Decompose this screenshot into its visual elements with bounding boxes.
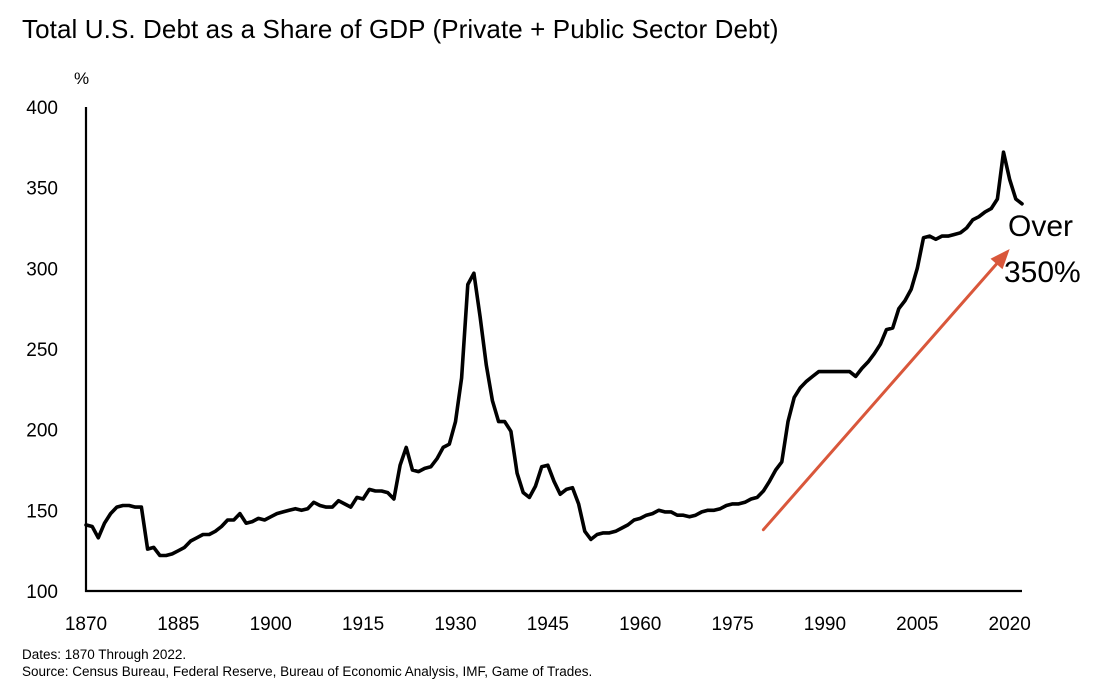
y-tick-label: 150	[26, 501, 58, 522]
trend-arrow-group	[761, 249, 1010, 532]
x-tick-label: 1930	[434, 614, 476, 635]
footnote-dates: Dates: 1870 Through 2022.	[22, 647, 187, 662]
y-axis-unit-label: %	[74, 69, 89, 88]
x-axis: 1870 1885 1900 1915 1930 1945 1960 1975 1990 2005…	[65, 589, 1031, 635]
x-tick-label: 1900	[250, 614, 292, 635]
x-tick-label: 1975	[711, 614, 753, 635]
x-tick-label: 2005	[896, 614, 938, 635]
series-line-0	[84, 150, 1024, 558]
annotation-line2: 350%	[1004, 256, 1081, 289]
x-tick-label: 1870	[65, 614, 107, 635]
footnotes: Dates: 1870 Through 2022. Source: Census…	[22, 646, 592, 680]
y-axis: 100 150 200 250 300 350 400	[26, 98, 88, 603]
footnote-source: Source: Census Bureau, Federal Reserve, …	[22, 664, 593, 679]
annotation-line1: Over	[1008, 210, 1073, 243]
y-tick-label: 200	[26, 421, 58, 442]
series-group	[84, 150, 1024, 558]
y-tick-label: 100	[26, 582, 58, 603]
chart-title: Total U.S. Debt as a Share of GDP (Priva…	[22, 14, 779, 44]
x-tick-label: 1945	[527, 614, 569, 635]
x-tick-label: 1885	[157, 614, 199, 635]
y-tick-label: 250	[26, 340, 58, 361]
trend-arrow-head	[990, 249, 1010, 270]
x-tick-label: 1915	[342, 614, 384, 635]
x-tick-label: 1990	[804, 614, 846, 635]
line-chart: 100 150 200 250 300 350 400 1870 1885 1900 1915 19…	[26, 69, 1081, 635]
y-tick-label: 350	[26, 179, 58, 200]
y-tick-label: 300	[26, 259, 58, 280]
x-tick-label: 2020	[989, 614, 1031, 635]
y-tick-label: 400	[26, 98, 58, 119]
trend-arrow-shaft	[761, 262, 998, 532]
x-tick-label: 1960	[619, 614, 661, 635]
